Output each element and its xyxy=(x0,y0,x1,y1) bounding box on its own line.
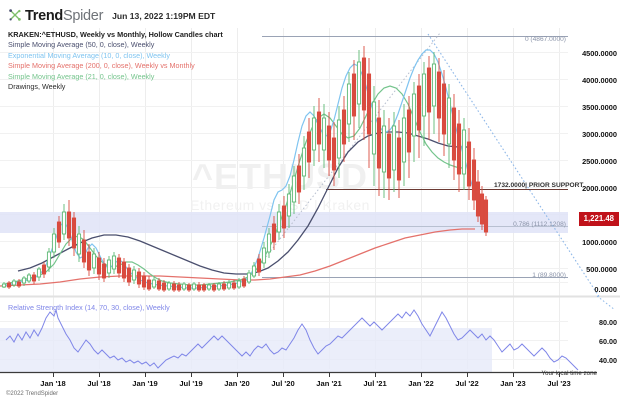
sma200-line xyxy=(0,228,475,287)
y-axis-label-4000: 4000.0000 xyxy=(582,76,617,85)
y-axis-label-1000: 1000.0000 xyxy=(582,238,617,247)
legend-item-ema10[interactable]: Exponential Moving Average (10, 0, close… xyxy=(8,50,170,60)
timezone-note: Your local time zone xyxy=(541,370,598,377)
legend-item-sma21[interactable]: Simple Moving Average (21, 0, close), We… xyxy=(8,71,155,81)
x-axis-label-jul20: Jul '20 xyxy=(271,379,295,388)
fib-label-0786: 0.786 (1112.1208) xyxy=(513,221,566,228)
fib-label-1: 1 (89.8000) xyxy=(532,272,566,279)
legend-item-drawings[interactable]: Drawings, Weekly xyxy=(8,82,66,92)
y-axis-label-3000: 3000.0000 xyxy=(582,130,617,139)
x-axis-label-jul22: Jul '22 xyxy=(455,379,479,388)
legend-chart-title: KRAKEN:^ETHUSD, Weekly vs Monthly, Hollo… xyxy=(8,30,223,39)
rsi-y-label-40: 40.00 xyxy=(599,356,617,365)
x-axis-label-jul21: Jul '21 xyxy=(363,379,387,388)
brand-spider: Spider xyxy=(62,8,104,24)
legend-item-sma50[interactable]: Simple Moving Average (50, 0, close), We… xyxy=(8,40,155,49)
rsi-legend-label[interactable]: Relative Strength Index (14, 70, 30, clo… xyxy=(8,303,170,312)
brand-trend: Trend xyxy=(25,8,63,24)
x-axis-label-jan18: Jan '18 xyxy=(40,379,66,388)
x-axis-label-jan21: Jan '21 xyxy=(316,379,342,388)
sma50-line xyxy=(17,131,468,275)
y-axis-label-2000: 2000.0000 xyxy=(582,184,617,193)
x-axis-label-jan23: Jan '23 xyxy=(500,379,526,388)
y-axis-label-3500: 3500.0000 xyxy=(582,103,617,112)
fib-label-0: 0 (4867.0000) xyxy=(524,36,566,43)
app-header: TrendSpider Jun 13, 2022 1:19PM EDT xyxy=(0,0,620,28)
legend-item-sma200[interactable]: Simple Moving Average (200, 0, close), W… xyxy=(8,61,195,71)
last-price-badge: 1,221.48 xyxy=(578,212,619,226)
y-axis-label-4500: 4500.0000 xyxy=(582,49,617,58)
x-axis-label-jul19: Jul '19 xyxy=(179,379,203,388)
x-axis-label-jul23: Jul '23 xyxy=(547,379,571,388)
brand-title: TrendSpider xyxy=(25,8,103,24)
x-axis-label-jan22: Jan '22 xyxy=(408,379,434,388)
rsi-line xyxy=(5,308,579,371)
prior-support-annotation: 1732.0000| PRIOR SUPPORT xyxy=(494,182,584,189)
y-axis-label-0: 0.0000 xyxy=(594,285,617,294)
ema10-line xyxy=(3,49,483,289)
rsi-y-label-80: 80.00 xyxy=(599,318,617,327)
brand-row: TrendSpider Jun 13, 2022 1:19PM EDT xyxy=(8,6,215,24)
copyright-label: ©2022 TrendSpider xyxy=(6,391,59,397)
timestamp-label: Jun 13, 2022 1:19PM EDT xyxy=(112,11,216,21)
y-axis-label-500: 500.0000 xyxy=(586,265,617,274)
y-axis-label-2500: 2500.0000 xyxy=(582,157,617,166)
trendspider-sparkle-icon xyxy=(9,9,21,21)
x-axis-label-jan20: Jan '20 xyxy=(224,379,250,388)
x-axis-label-jan19: Jan '19 xyxy=(132,379,158,388)
x-axis-label-jul18: Jul '18 xyxy=(87,379,111,388)
chart-legend: KRAKEN:^ETHUSD, Weekly vs Monthly, Hollo… xyxy=(8,29,338,93)
rsi-y-label-60: 60.00 xyxy=(599,337,617,346)
